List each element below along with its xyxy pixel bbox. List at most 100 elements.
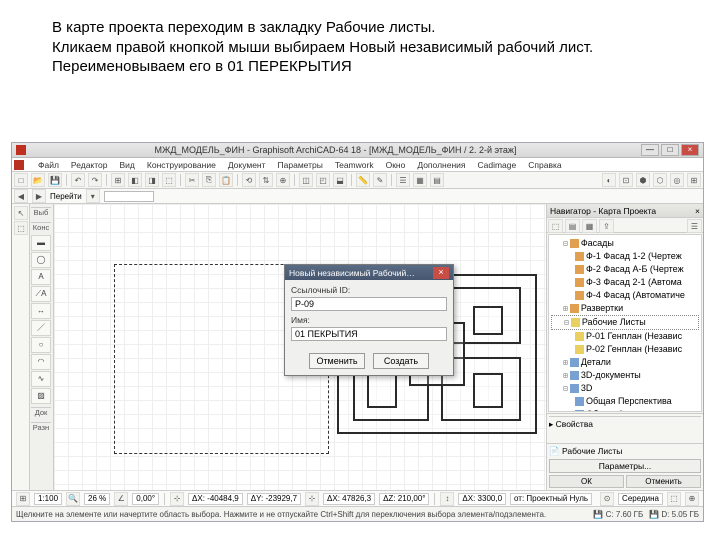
cut-icon[interactable]: ✂ <box>185 173 199 187</box>
params-button[interactable]: Параметры... <box>549 459 701 473</box>
tree-item[interactable]: Р-02 Генплан (Независ <box>586 343 682 356</box>
label-tool[interactable]: ⟋A <box>31 286 51 302</box>
dimension-tool[interactable]: ↔ <box>31 303 51 319</box>
worksheets-collapse[interactable]: Рабочие Листы <box>562 446 622 456</box>
tool-icon[interactable]: ⬚ <box>162 173 176 187</box>
snap-mode[interactable]: Середина <box>618 493 663 505</box>
props-label[interactable]: Свойства <box>556 419 593 429</box>
tool-icon[interactable]: ◰ <box>316 173 330 187</box>
tool-icon[interactable]: ◐ <box>602 173 616 187</box>
cancel-button[interactable]: Отменить <box>309 353 365 369</box>
scale-icon[interactable]: ⊞ <box>16 492 30 506</box>
tree-worksheets[interactable]: Рабочие Листы <box>582 316 646 329</box>
tree-facades[interactable]: Фасады <box>581 237 614 250</box>
tool-icon[interactable]: ◎ <box>670 173 684 187</box>
tree-details[interactable]: Детали <box>581 356 611 369</box>
tool-icon[interactable]: ▤ <box>430 173 444 187</box>
tool-icon[interactable]: ⬢ <box>636 173 650 187</box>
tree-3ddocs[interactable]: 3D-документы <box>581 369 641 382</box>
tool-icon[interactable]: ⟲ <box>242 173 256 187</box>
arrow-icon[interactable]: ↖ <box>14 206 28 220</box>
level-field[interactable]: от: Проектный Нуль <box>510 493 592 505</box>
tool-icon[interactable]: ⊕ <box>276 173 290 187</box>
menu-cadimage[interactable]: Cadimage <box>476 160 519 170</box>
text-tool[interactable]: A <box>31 269 51 285</box>
menu-params[interactable]: Параметры <box>276 160 325 170</box>
menu-view[interactable]: Вид <box>118 160 137 170</box>
tool-icon[interactable]: ☰ <box>396 173 410 187</box>
zoom-icon[interactable]: 🔍 <box>66 492 80 506</box>
tool-icon[interactable]: ⬓ <box>333 173 347 187</box>
menu-edit[interactable]: Редактор <box>69 160 110 170</box>
marquee-icon[interactable]: ⬚ <box>14 221 28 235</box>
copy-icon[interactable]: ⎘ <box>202 173 216 187</box>
snap-icon[interactable]: ⊙ <box>600 492 614 506</box>
tree-item[interactable]: Ф-3 Фасад 2-1 (Автома <box>586 276 682 289</box>
tree-item[interactable]: Ф-1 Фасад 1-2 (Чертеж <box>586 250 682 263</box>
coord-icon[interactable]: ⊹ <box>305 492 319 506</box>
save-icon[interactable]: 💾 <box>48 173 62 187</box>
publisher-tab[interactable]: ⇪ <box>599 219 614 233</box>
tree-item[interactable]: Общая Аксонометрия <box>586 408 678 412</box>
column-tool[interactable]: ◯ <box>31 252 51 268</box>
snap-icon[interactable]: ⊕ <box>685 492 699 506</box>
menu-document[interactable]: Документ <box>226 160 268 170</box>
options-icon[interactable]: ☰ <box>687 219 702 233</box>
menu-help[interactable]: Справка <box>526 160 563 170</box>
tree-3d[interactable]: 3D <box>581 382 593 395</box>
chevron-down-icon[interactable]: ▾ <box>86 189 100 203</box>
close-panel-icon[interactable]: × <box>695 206 700 216</box>
snap-icon[interactable]: ⬚ <box>667 492 681 506</box>
scale-input[interactable]: 1:100 <box>34 493 62 505</box>
fill-tool[interactable]: ▨ <box>31 388 51 404</box>
menu-addons[interactable]: Дополнения <box>415 160 467 170</box>
minimize-button[interactable]: — <box>641 144 659 156</box>
tree-item[interactable]: Ф-2 Фасад А-Б (Чертеж <box>586 263 684 276</box>
open-icon[interactable]: 📂 <box>31 173 45 187</box>
name-input[interactable] <box>291 327 447 341</box>
menu-design[interactable]: Конструирование <box>145 160 218 170</box>
project-map-tab[interactable]: ⬚ <box>548 219 563 233</box>
zoom-input[interactable]: 26 % <box>84 493 110 505</box>
paste-icon[interactable]: 📋 <box>219 173 233 187</box>
coord-icon[interactable]: ⊹ <box>170 492 184 506</box>
tool-icon[interactable]: ⇅ <box>259 173 273 187</box>
cancel2-button[interactable]: Отменить <box>626 475 701 488</box>
fwd-icon[interactable]: ▶ <box>32 189 46 203</box>
tool-icon[interactable]: ◨ <box>145 173 159 187</box>
angle-input[interactable]: 0,00° <box>132 493 159 505</box>
close-button[interactable]: × <box>681 144 699 156</box>
tool-icon[interactable]: ⊡ <box>619 173 633 187</box>
tool-icon[interactable]: ✎ <box>373 173 387 187</box>
tree-razv[interactable]: Развертки <box>581 302 623 315</box>
arc-tool[interactable]: ◠ <box>31 354 51 370</box>
menu-teamwork[interactable]: Teamwork <box>333 160 376 170</box>
tree-item[interactable]: Ф-4 Фасад (Автоматиче <box>586 289 685 302</box>
tool-icon[interactable]: ◫ <box>299 173 313 187</box>
tree-item[interactable]: Общая Перспектива <box>586 395 672 408</box>
circle-tool[interactable]: ○ <box>31 337 51 353</box>
goto-label[interactable]: Перейти <box>50 192 82 201</box>
project-tree[interactable]: ⊟Фасады Ф-1 Фасад 1-2 (Чертеж Ф-2 Фасад … <box>548 234 702 412</box>
view-map-tab[interactable]: ▤ <box>565 219 580 233</box>
floor-plan-canvas[interactable]: Новый независимый Рабочий… × Ссылочный I… <box>54 204 546 490</box>
maximize-button[interactable]: □ <box>661 144 679 156</box>
spline-tool[interactable]: ∿ <box>31 371 51 387</box>
ok-button[interactable]: ОК <box>549 475 624 488</box>
menu-window[interactable]: Окно <box>384 160 408 170</box>
redo-icon[interactable]: ↷ <box>88 173 102 187</box>
undo-icon[interactable]: ↶ <box>71 173 85 187</box>
elev-icon[interactable]: ↕ <box>440 492 454 506</box>
tool-icon[interactable]: ⬡ <box>653 173 667 187</box>
measure-icon[interactable]: 📏 <box>356 173 370 187</box>
angle-icon[interactable]: ∠ <box>114 492 128 506</box>
menu-file[interactable]: Файл <box>36 160 61 170</box>
tool-icon[interactable]: ◧ <box>128 173 142 187</box>
layout-book-tab[interactable]: ▦ <box>582 219 597 233</box>
view-selector[interactable] <box>104 191 154 202</box>
dialog-close-button[interactable]: × <box>433 267 449 279</box>
ref-id-input[interactable] <box>291 297 447 311</box>
tree-item[interactable]: Р-01 Генплан (Независ <box>586 330 682 343</box>
create-button[interactable]: Создать <box>373 353 429 369</box>
new-icon[interactable]: □ <box>14 173 28 187</box>
